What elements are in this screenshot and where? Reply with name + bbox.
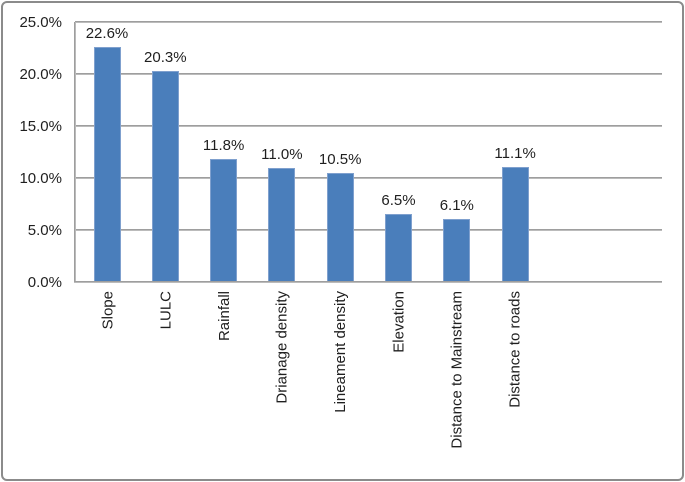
x-category-label: Lineament density <box>332 291 350 413</box>
x-category-label: Distance to Mainstream <box>448 291 466 449</box>
y-axis-line <box>74 22 76 282</box>
bar-value-label: 20.3% <box>144 48 187 66</box>
bar-lineament-density <box>326 172 354 282</box>
y-tick-label: 15.0% <box>19 118 62 135</box>
bar-rainfall <box>210 159 238 282</box>
x-category-label: Elevation <box>390 291 408 353</box>
bar-value-label: 10.5% <box>318 150 362 168</box>
bar-value-label: 22.6% <box>85 24 129 42</box>
y-tick-label: 25.0% <box>19 14 62 31</box>
gridline <box>75 177 662 179</box>
bar-value-label: 11.0% <box>261 145 303 163</box>
x-category-label: Slope <box>99 291 116 330</box>
bar-value-label: 6.5% <box>381 192 416 210</box>
bar-value-label: 11.1% <box>494 144 536 162</box>
x-category-label: Distance to roads <box>507 291 525 408</box>
bar-value-label: 11.8% <box>202 137 245 155</box>
x-category-label: Rainfall <box>215 291 233 342</box>
gridline <box>75 125 662 127</box>
y-tick-label: 10.0% <box>19 170 62 187</box>
bar-distance-to-mainstream <box>443 218 471 282</box>
x-category-label: LULC <box>157 291 175 330</box>
y-tick-label: 0.0% <box>27 274 62 291</box>
x-axis-line <box>74 281 662 283</box>
x-category-label: Drianage density <box>273 291 291 404</box>
y-tick-label: 20.0% <box>19 66 62 83</box>
bar-slope <box>93 46 121 282</box>
bar-lulc <box>151 70 179 282</box>
y-tick-label: 5.0% <box>27 222 62 239</box>
gridline <box>75 229 662 231</box>
bar-elevation <box>385 214 412 282</box>
bar-drianage-density <box>268 167 296 282</box>
gridline <box>75 73 662 75</box>
gridline <box>75 21 662 23</box>
bar-value-label: 6.1% <box>439 196 474 214</box>
bar-distance-to-roads <box>501 166 529 282</box>
